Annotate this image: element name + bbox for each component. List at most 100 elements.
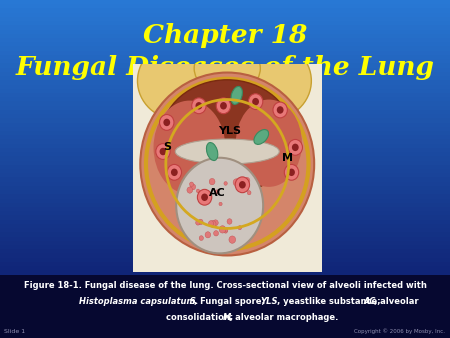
- Bar: [0, 233, 450, 237]
- Bar: [0, 110, 450, 114]
- Bar: [0, 190, 450, 194]
- Ellipse shape: [138, 41, 222, 120]
- Bar: [0, 156, 450, 161]
- Text: , Fungal spore;: , Fungal spore;: [194, 297, 267, 306]
- Bar: [0, 207, 450, 211]
- Bar: [0, 198, 450, 203]
- Circle shape: [196, 189, 200, 193]
- Bar: [0, 21, 450, 25]
- Bar: [0, 177, 450, 182]
- Bar: [0, 275, 450, 338]
- Bar: [0, 291, 450, 296]
- Bar: [0, 114, 450, 118]
- Circle shape: [214, 231, 219, 236]
- Text: , yeastlike substance;: , yeastlike substance;: [277, 297, 383, 306]
- Bar: [0, 64, 450, 68]
- Text: Figure 18-1. Fungal disease of the lung. Cross-sectional view of alveoli infecte: Figure 18-1. Fungal disease of the lung.…: [23, 281, 427, 290]
- Circle shape: [208, 221, 214, 226]
- Circle shape: [288, 140, 302, 155]
- Bar: [0, 182, 450, 186]
- Bar: [0, 55, 450, 59]
- Bar: [0, 287, 450, 291]
- Bar: [0, 283, 450, 287]
- Text: consolidation;: consolidation;: [166, 313, 237, 321]
- Bar: [0, 279, 450, 283]
- Circle shape: [201, 194, 208, 201]
- Text: Histoplasma capsulatum.: Histoplasma capsulatum.: [79, 297, 198, 306]
- Circle shape: [216, 98, 231, 114]
- Bar: [0, 224, 450, 228]
- Ellipse shape: [153, 101, 225, 194]
- Bar: [0, 258, 450, 262]
- Bar: [0, 25, 450, 30]
- Circle shape: [277, 106, 284, 114]
- Bar: [0, 80, 450, 84]
- Ellipse shape: [254, 129, 269, 144]
- Ellipse shape: [226, 41, 311, 120]
- Circle shape: [192, 98, 206, 114]
- Circle shape: [235, 177, 250, 193]
- Circle shape: [198, 189, 212, 205]
- Bar: [0, 34, 450, 38]
- Bar: [0, 101, 450, 105]
- Circle shape: [248, 94, 263, 110]
- Circle shape: [171, 169, 178, 176]
- Bar: [0, 105, 450, 110]
- Bar: [0, 270, 450, 274]
- Circle shape: [219, 202, 222, 206]
- Circle shape: [160, 115, 174, 130]
- Circle shape: [219, 226, 226, 233]
- Bar: [0, 4, 450, 8]
- Circle shape: [244, 177, 250, 184]
- Circle shape: [160, 148, 166, 155]
- Ellipse shape: [140, 73, 314, 256]
- Text: S: S: [187, 297, 196, 306]
- Circle shape: [247, 191, 251, 195]
- Bar: [0, 148, 450, 152]
- Text: YLS: YLS: [218, 126, 241, 136]
- Circle shape: [239, 181, 246, 189]
- Bar: [0, 139, 450, 144]
- Text: M: M: [223, 313, 232, 321]
- Circle shape: [220, 102, 227, 110]
- Text: Chapter 18: Chapter 18: [143, 23, 307, 48]
- Bar: [0, 42, 450, 46]
- Circle shape: [215, 190, 219, 194]
- Text: Slide 1: Slide 1: [4, 329, 26, 334]
- Bar: [0, 241, 450, 245]
- Ellipse shape: [161, 80, 293, 194]
- Bar: [0, 161, 450, 165]
- Circle shape: [176, 158, 263, 254]
- Bar: [0, 59, 450, 64]
- Circle shape: [199, 236, 203, 240]
- Circle shape: [209, 178, 215, 185]
- Circle shape: [167, 164, 181, 180]
- Bar: [0, 89, 450, 93]
- Text: AC: AC: [364, 297, 376, 306]
- Bar: [0, 51, 450, 55]
- Bar: [0, 266, 450, 270]
- Ellipse shape: [175, 139, 279, 164]
- Bar: [0, 304, 450, 308]
- Bar: [0, 123, 450, 127]
- Circle shape: [198, 219, 203, 225]
- Bar: [0, 127, 450, 131]
- Bar: [0, 296, 450, 300]
- Text: S: S: [163, 142, 171, 152]
- Circle shape: [210, 221, 216, 227]
- Bar: [0, 152, 450, 156]
- Circle shape: [273, 102, 288, 118]
- Bar: [0, 76, 450, 80]
- Bar: [0, 274, 450, 279]
- Ellipse shape: [207, 143, 218, 161]
- Bar: [0, 313, 450, 317]
- Circle shape: [224, 229, 227, 233]
- Bar: [0, 84, 450, 89]
- Bar: [0, 317, 450, 321]
- Text: , alveolar macrophage.: , alveolar macrophage.: [229, 313, 338, 321]
- Bar: [0, 173, 450, 177]
- Bar: [0, 220, 450, 224]
- Circle shape: [156, 144, 170, 160]
- Text: M: M: [282, 153, 293, 163]
- Text: Copyright © 2006 by Mosby, Inc.: Copyright © 2006 by Mosby, Inc.: [355, 328, 446, 334]
